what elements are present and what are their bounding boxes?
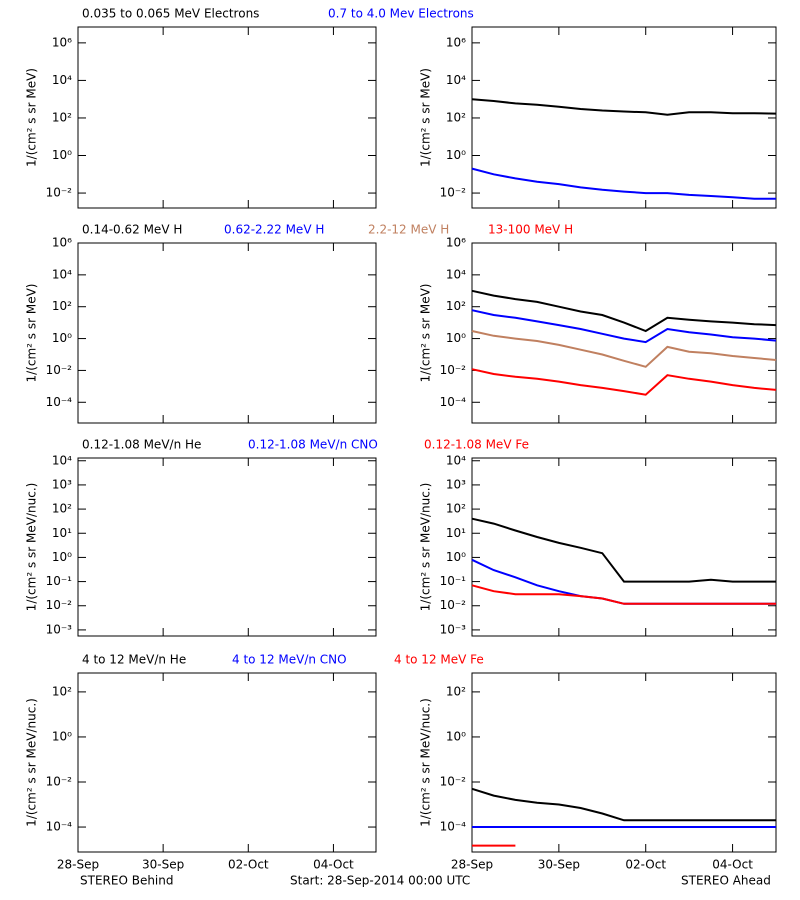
y-tick-label: 10¹ bbox=[446, 526, 466, 540]
y-tick-label: 10³ bbox=[52, 477, 72, 491]
y-axis-label: 1/(cm² s sr MeV/nuc.) bbox=[419, 483, 433, 612]
series-line bbox=[471, 330, 777, 368]
y-tick-label: 10² bbox=[52, 684, 72, 698]
y-tick-label: 10⁶ bbox=[52, 35, 72, 49]
series-line bbox=[471, 368, 777, 396]
y-tick-label: 10⁰ bbox=[446, 550, 466, 564]
panel-frame bbox=[77, 457, 377, 637]
x-tick-label: 04-Oct bbox=[313, 858, 354, 872]
series-line bbox=[471, 98, 777, 116]
y-tick-label: 10⁴ bbox=[446, 453, 466, 467]
y-tick-label: 10⁻³ bbox=[46, 622, 73, 636]
y-tick-label: 10⁴ bbox=[52, 453, 72, 467]
legend-entry: 0.14-0.62 MeV H bbox=[82, 223, 182, 237]
panel-frame bbox=[77, 242, 377, 424]
y-tick-label: 10⁰ bbox=[446, 729, 466, 743]
y-tick-label: 10² bbox=[52, 502, 72, 516]
legend-entry: 4 to 12 MeV Fe bbox=[394, 653, 484, 667]
legend-entry: 4 to 12 MeV/n He bbox=[82, 653, 186, 667]
x-tick-label: 02-Oct bbox=[625, 858, 666, 872]
panel-frame bbox=[471, 242, 777, 424]
y-tick-label: 10⁻⁴ bbox=[46, 395, 73, 409]
y-tick-label: 10⁻² bbox=[440, 363, 467, 377]
y-axis-label: 1/(cm² s sr MeV) bbox=[419, 284, 433, 383]
y-tick-label: 10⁰ bbox=[52, 729, 72, 743]
y-tick-label: 10⁶ bbox=[52, 236, 72, 250]
y-axis-label: 1/(cm² s sr MeV/nuc.) bbox=[419, 698, 433, 827]
panel-frame bbox=[77, 672, 377, 853]
y-tick-label: 10⁻² bbox=[440, 186, 467, 200]
y-tick-label: 10⁴ bbox=[52, 73, 72, 87]
y-tick-label: 10⁴ bbox=[446, 73, 466, 87]
y-tick-label: 10³ bbox=[446, 477, 466, 491]
y-tick-label: 10² bbox=[446, 299, 466, 313]
legend-entry: 0.12-1.08 MeV Fe bbox=[424, 438, 529, 452]
legend-entry: 0.035 to 0.065 MeV Electrons bbox=[82, 7, 259, 21]
footer-left: STEREO Behind bbox=[80, 874, 174, 888]
y-axis-label: 1/(cm² s sr MeV) bbox=[25, 68, 39, 167]
y-tick-label: 10⁶ bbox=[446, 35, 466, 49]
y-tick-label: 10⁻¹ bbox=[46, 574, 73, 588]
y-tick-label: 10⁻⁴ bbox=[440, 820, 467, 834]
y-axis-label: 1/(cm² s sr MeV/nuc.) bbox=[25, 483, 39, 612]
series-line bbox=[471, 289, 777, 333]
y-tick-label: 10⁻⁴ bbox=[46, 820, 73, 834]
legend-entry: 0.62-2.22 MeV H bbox=[224, 223, 324, 237]
y-tick-label: 10¹ bbox=[52, 526, 72, 540]
legend-entry: 0.12-1.08 MeV/n He bbox=[82, 438, 201, 452]
y-axis-label: 1/(cm² s sr MeV) bbox=[419, 68, 433, 167]
y-tick-label: 10⁰ bbox=[52, 550, 72, 564]
legend-entry: 2.2-12 MeV H bbox=[368, 223, 449, 237]
legend-entry: 0.7 to 4.0 Mev Electrons bbox=[328, 7, 474, 21]
y-tick-label: 10⁰ bbox=[52, 331, 72, 345]
y-tick-label: 10² bbox=[52, 299, 72, 313]
y-tick-label: 10⁻² bbox=[440, 598, 467, 612]
x-tick-label: 28-Sep bbox=[57, 858, 99, 872]
x-tick-label: 30-Sep bbox=[538, 858, 580, 872]
y-tick-label: 10² bbox=[446, 502, 466, 516]
legend-entry: 13-100 MeV H bbox=[488, 223, 573, 237]
y-tick-label: 10⁻² bbox=[46, 186, 73, 200]
footer-right: STEREO Ahead bbox=[681, 874, 771, 888]
y-tick-label: 10⁻⁴ bbox=[440, 395, 467, 409]
x-tick-label: 02-Oct bbox=[228, 858, 269, 872]
y-tick-label: 10² bbox=[446, 684, 466, 698]
series-line bbox=[471, 309, 777, 344]
panel-frame bbox=[471, 672, 777, 853]
footer-center: Start: 28-Sep-2014 00:00 UTC bbox=[290, 874, 470, 888]
y-tick-label: 10² bbox=[446, 110, 466, 124]
y-tick-label: 10⁶ bbox=[446, 236, 466, 250]
y-tick-label: 10⁴ bbox=[446, 267, 466, 281]
y-tick-label: 10⁻² bbox=[440, 774, 467, 788]
x-tick-label: 04-Oct bbox=[712, 858, 753, 872]
series-line bbox=[471, 167, 776, 200]
y-tick-label: 10⁻³ bbox=[440, 622, 467, 636]
series-line bbox=[471, 517, 776, 583]
y-tick-label: 10⁻¹ bbox=[440, 574, 467, 588]
y-tick-label: 10⁻² bbox=[46, 598, 73, 612]
y-axis-label: 1/(cm² s sr MeV/nuc.) bbox=[25, 698, 39, 827]
y-tick-label: 10⁻² bbox=[46, 363, 73, 377]
y-axis-label: 1/(cm² s sr MeV) bbox=[25, 284, 39, 383]
y-tick-label: 10⁰ bbox=[52, 148, 72, 162]
series-line bbox=[471, 787, 776, 822]
x-tick-label: 30-Sep bbox=[142, 858, 184, 872]
legend-entry: 0.12-1.08 MeV/n CNO bbox=[248, 438, 378, 452]
series-line bbox=[471, 584, 776, 605]
y-tick-label: 10⁴ bbox=[52, 267, 72, 281]
x-tick-label: 28-Sep bbox=[451, 858, 493, 872]
y-tick-label: 10⁻² bbox=[46, 774, 73, 788]
y-tick-label: 10⁰ bbox=[446, 331, 466, 345]
legend-entry: 4 to 12 MeV/n CNO bbox=[232, 653, 347, 667]
y-tick-label: 10² bbox=[52, 110, 72, 124]
panel-frame bbox=[471, 457, 777, 637]
y-tick-label: 10⁰ bbox=[446, 148, 466, 162]
